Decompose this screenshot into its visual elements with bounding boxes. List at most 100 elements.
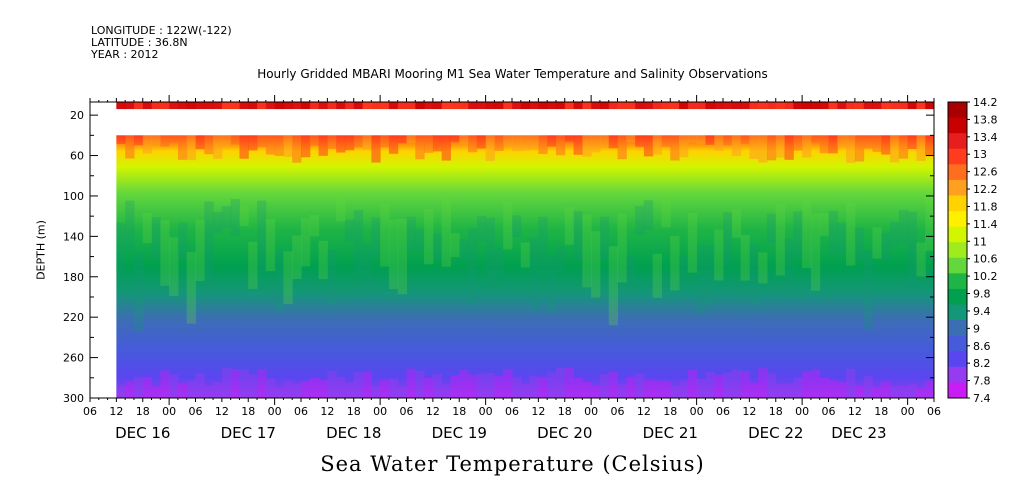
upper-layer-cell [125, 135, 135, 159]
colorbar-label: 7.8 [973, 375, 991, 388]
x-hour-label: 18 [347, 405, 361, 418]
mid-layer-cell [872, 227, 882, 259]
surface-cell [397, 102, 407, 110]
x-day-label: DEC 17 [221, 424, 276, 442]
upper-layer-cell [415, 135, 425, 160]
mid-layer-cell [529, 237, 539, 310]
colorbar-label: 12.2 [973, 183, 998, 196]
mid-layer-cell [828, 210, 838, 254]
colorbar-label: 11 [973, 235, 987, 248]
surface-cell [274, 102, 284, 110]
deep-layer-cell [775, 383, 786, 398]
upper-layer-cell [802, 135, 812, 158]
x-day-label: DEC 22 [748, 424, 803, 442]
surface-cell [160, 102, 170, 110]
mid-layer-cell [696, 244, 706, 314]
upper-layer-cell [775, 135, 786, 158]
upper-layer-cell [872, 135, 882, 152]
surface-cell [652, 102, 662, 110]
mid-layer-cell [503, 202, 513, 250]
deep-layer-cell [898, 385, 909, 398]
upper-layer-cell [327, 135, 337, 149]
colorbar-label: 13.8 [973, 113, 998, 126]
surface-cell [564, 102, 575, 110]
upper-layer-cell [846, 135, 856, 163]
x-hour-label: 12 [742, 405, 756, 418]
upper-layer-cell [380, 135, 390, 148]
deep-layer-cell [705, 371, 715, 398]
mid-layer-cell [793, 211, 803, 259]
surface-cell [476, 102, 487, 110]
deep-layer-cell [239, 369, 249, 398]
deep-layer-cell [925, 380, 935, 398]
deep-layer-cell [555, 367, 566, 398]
deep-layer-cell [406, 368, 416, 398]
deep-layer-cell [160, 370, 170, 398]
deep-layer-cell [626, 376, 636, 398]
surface-cell [687, 102, 698, 110]
mid-layer-cell [142, 212, 153, 244]
mid-layer-cell [749, 244, 759, 306]
colorbar-swatch [948, 179, 967, 196]
surface-cell [318, 102, 328, 110]
upper-layer-cell [635, 135, 645, 147]
x-hour-label: 00 [901, 405, 915, 418]
deep-layer-cell [468, 374, 478, 398]
x-hour-label: 00 [479, 405, 493, 418]
deep-layer-cell [670, 386, 680, 398]
colorbar-swatch [948, 288, 967, 306]
deep-layer-cell [283, 380, 293, 398]
upper-layer-cell [617, 135, 627, 160]
mid-layer-cell [283, 251, 293, 305]
colorbar-label: 7.4 [973, 392, 991, 405]
surface-cell [784, 102, 794, 110]
deep-layer-cell [257, 369, 267, 398]
mid-layer-cell [582, 214, 592, 288]
deep-layer-cell [274, 387, 284, 398]
mid-layer-cell [397, 218, 407, 295]
upper-layer-cell [204, 135, 214, 155]
deep-layer-cell [142, 376, 153, 398]
deep-layer-cell [380, 380, 390, 398]
surface-cell [819, 102, 829, 110]
upper-layer-cell [476, 135, 487, 149]
deep-layer-cell [371, 386, 381, 398]
x-hour-label: 06 [927, 405, 941, 418]
deep-layer-cell [828, 380, 838, 398]
x-hour-label: 12 [109, 405, 123, 418]
deep-layer-cell [723, 372, 733, 398]
deep-layer-cell [784, 383, 794, 398]
surface-cell [723, 102, 733, 110]
upper-layer-cell [397, 135, 407, 144]
deep-layer-cell [608, 371, 618, 398]
upper-layer-cell [283, 135, 293, 157]
deep-layer-cell [441, 384, 451, 398]
colorbar-label: 11.4 [973, 218, 998, 231]
surface-cell [555, 102, 566, 110]
upper-layer-cell [643, 135, 654, 157]
mid-layer-cell [468, 227, 478, 305]
colorbar-swatch [948, 366, 967, 383]
deep-layer-cell [854, 385, 865, 398]
axes: 06 12 18 00 06 12 18 00 06 12 18 00 06 12 18 00 06 12 18 00… [63, 95, 941, 442]
surface-cell [353, 102, 364, 110]
mid-layer-cell [327, 250, 337, 305]
surface-cell [890, 102, 900, 110]
colorbar-swatch [948, 148, 967, 165]
deep-layer-cell [450, 375, 460, 398]
mid-layer-cell [248, 241, 258, 289]
mid-layer-cell [670, 235, 680, 291]
mid-layer-cell [555, 246, 566, 273]
deep-layer-cell [248, 374, 258, 398]
mid-layer-cell [547, 255, 557, 313]
mid-layer-cell [599, 216, 610, 260]
mid-layer-cell [274, 250, 284, 312]
surface-cell [846, 102, 856, 110]
upper-layer-cell [520, 135, 531, 151]
surface-cell [925, 102, 935, 110]
colorbar-label: 10.6 [973, 253, 998, 266]
deep-layer-cell [564, 367, 575, 398]
mid-layer-cell [626, 256, 636, 283]
surface-cell [608, 102, 618, 110]
mid-layer-cell [591, 231, 601, 298]
